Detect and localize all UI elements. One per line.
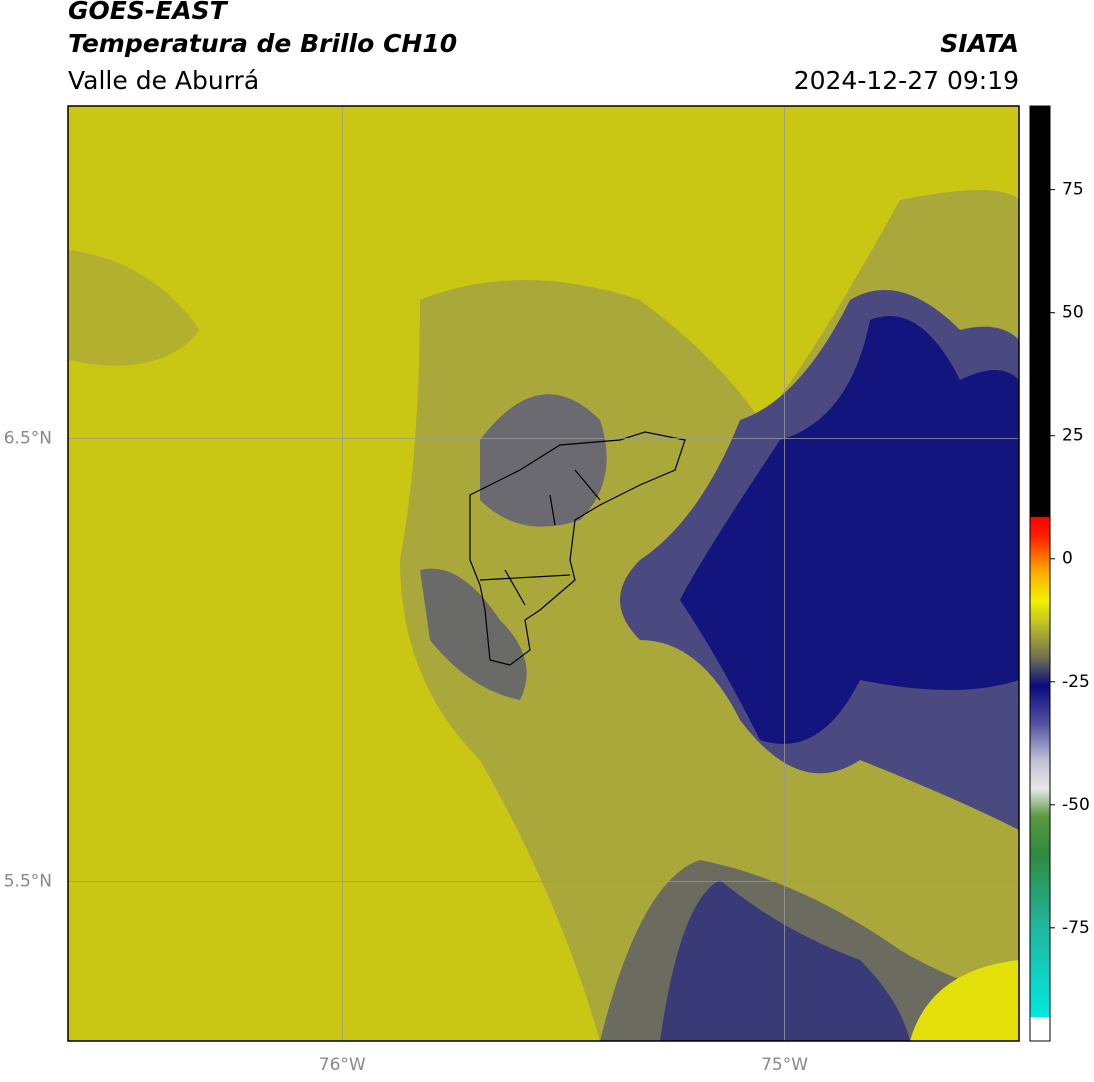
colorbar-tick-label: 0 [1062,549,1073,569]
colorbar-tick-label: -75 [1062,918,1090,938]
colorbar-tick-label: -50 [1062,795,1090,815]
colorbar-tick-label: -25 [1062,672,1090,692]
colorbar-tick-label: 50 [1062,303,1084,323]
title: GOES-EAST [68,0,229,25]
y-tick-label: 5.5°N [4,871,52,891]
y-tick-label: 6.5°N [4,428,52,448]
subtitle: Temperatura de Brillo CH10 [68,29,457,58]
region: Valle de Aburrá [68,66,259,95]
map-frame [67,105,1020,1042]
colorbar-tick-label: 75 [1062,180,1084,200]
municipal-boundaries [469,431,686,666]
x-tick-label: 76°W [319,1055,366,1075]
x-tick-label: 75°W [761,1055,808,1075]
colorbar-tick-label: 25 [1062,426,1084,446]
datetime: 2024-12-27 09:19 [794,66,1019,95]
graticule [68,106,1019,1041]
map-field [68,106,1019,1041]
colorbar [1029,105,1051,1042]
source: SIATA [940,29,1019,58]
